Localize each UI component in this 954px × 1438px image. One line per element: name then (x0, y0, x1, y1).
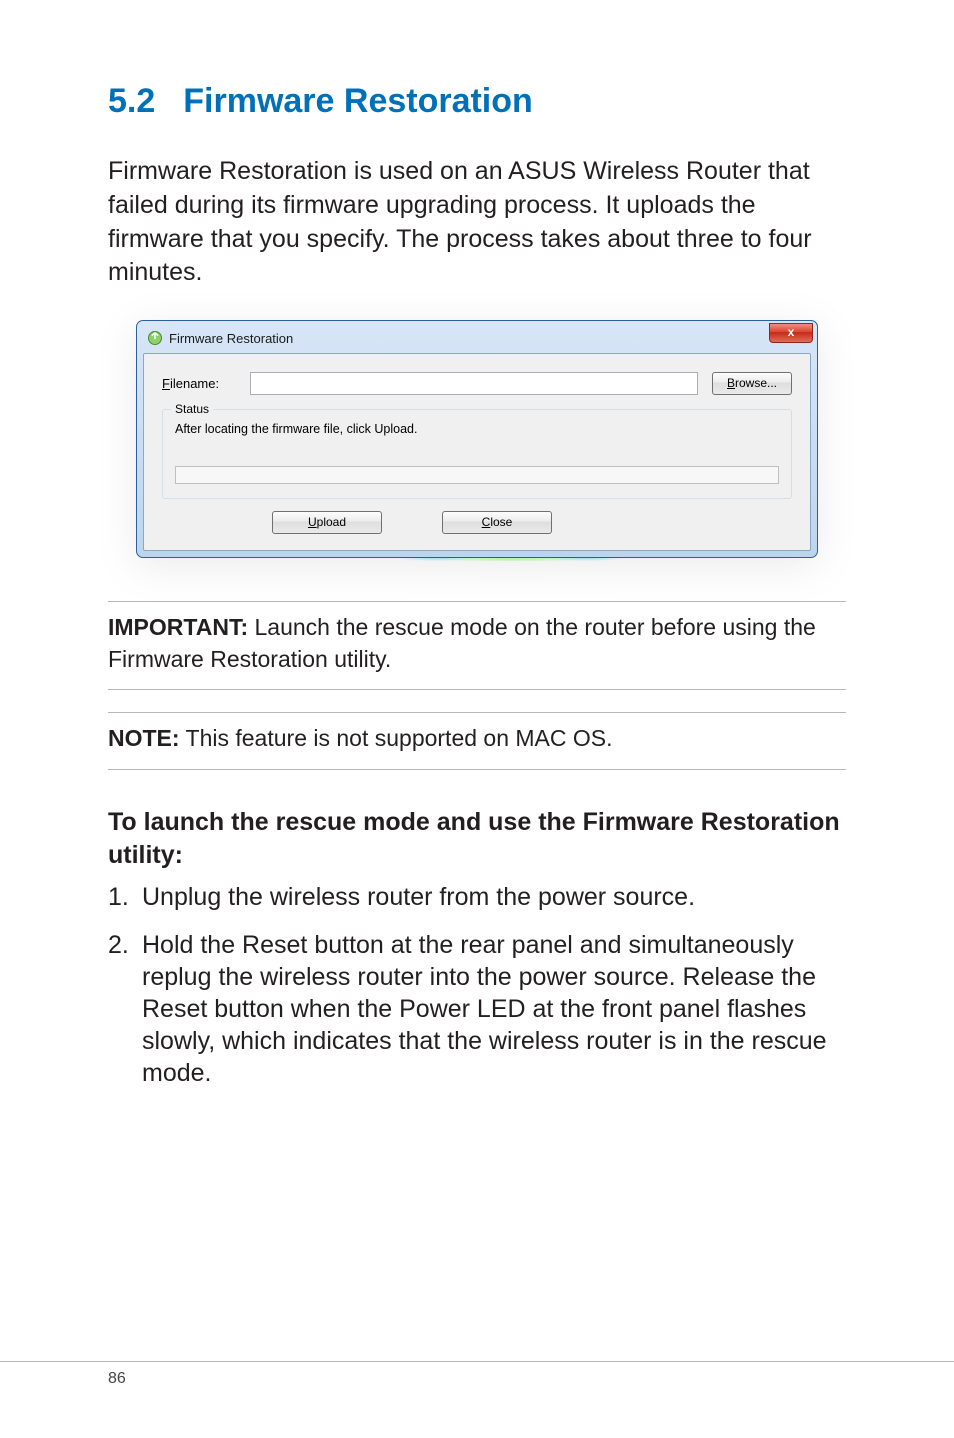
close-button[interactable]: Close (442, 511, 552, 534)
status-legend: Status (171, 402, 213, 416)
note-callout: NOTE: This feature is not supported on M… (108, 712, 846, 770)
app-icon (147, 330, 163, 346)
dialog-frame: Firmware Restoration x Filename: Browse.… (136, 320, 818, 558)
screenshot-dialog: Firmware Restoration x Filename: Browse.… (136, 320, 818, 561)
step-text: Unplug the wireless router from the powe… (142, 881, 846, 913)
step-text: Hold the Reset button at the rear panel … (142, 929, 846, 1089)
section-number: 5.2 (108, 82, 155, 120)
filename-label: Filename: (162, 376, 236, 391)
intro-paragraph: Firmware Restoration is used on an ASUS … (108, 155, 846, 290)
filename-row: Filename: Browse... (162, 372, 792, 395)
filename-input[interactable] (250, 372, 698, 395)
dialog-client-area: Filename: Browse... Status After locatin… (143, 353, 811, 551)
note-text: This feature is not supported on MAC OS. (180, 725, 613, 751)
dialog-button-row: Upload Close (272, 511, 792, 534)
progress-bar (175, 466, 779, 484)
dialog-title: Firmware Restoration (169, 331, 293, 346)
steps-list: 1. Unplug the wireless router from the p… (108, 881, 846, 1089)
section-title: Firmware Restoration (183, 82, 533, 120)
section-heading: 5.2 Firmware Restoration (108, 82, 846, 121)
note-lead: NOTE: (108, 725, 180, 751)
browse-button[interactable]: Browse... (712, 372, 792, 395)
dialog-titlebar: Firmware Restoration x (143, 327, 811, 353)
step-number: 1. (108, 881, 142, 913)
page-number: 86 (108, 1370, 126, 1387)
status-text: After locating the firmware file, click … (175, 422, 779, 436)
step-number: 2. (108, 929, 142, 1089)
page-footer: 86 (0, 1361, 954, 1388)
step-item: 2. Hold the Reset button at the rear pan… (108, 929, 846, 1089)
status-group: Status After locating the firmware file,… (162, 409, 792, 499)
upload-button[interactable]: Upload (272, 511, 382, 534)
window-close-button[interactable]: x (769, 323, 813, 343)
important-callout: IMPORTANT: Launch the rescue mode on the… (108, 601, 846, 690)
step-item: 1. Unplug the wireless router from the p… (108, 881, 846, 913)
important-lead: IMPORTANT: (108, 614, 248, 640)
steps-subheading: To launch the rescue mode and use the Fi… (108, 806, 846, 871)
